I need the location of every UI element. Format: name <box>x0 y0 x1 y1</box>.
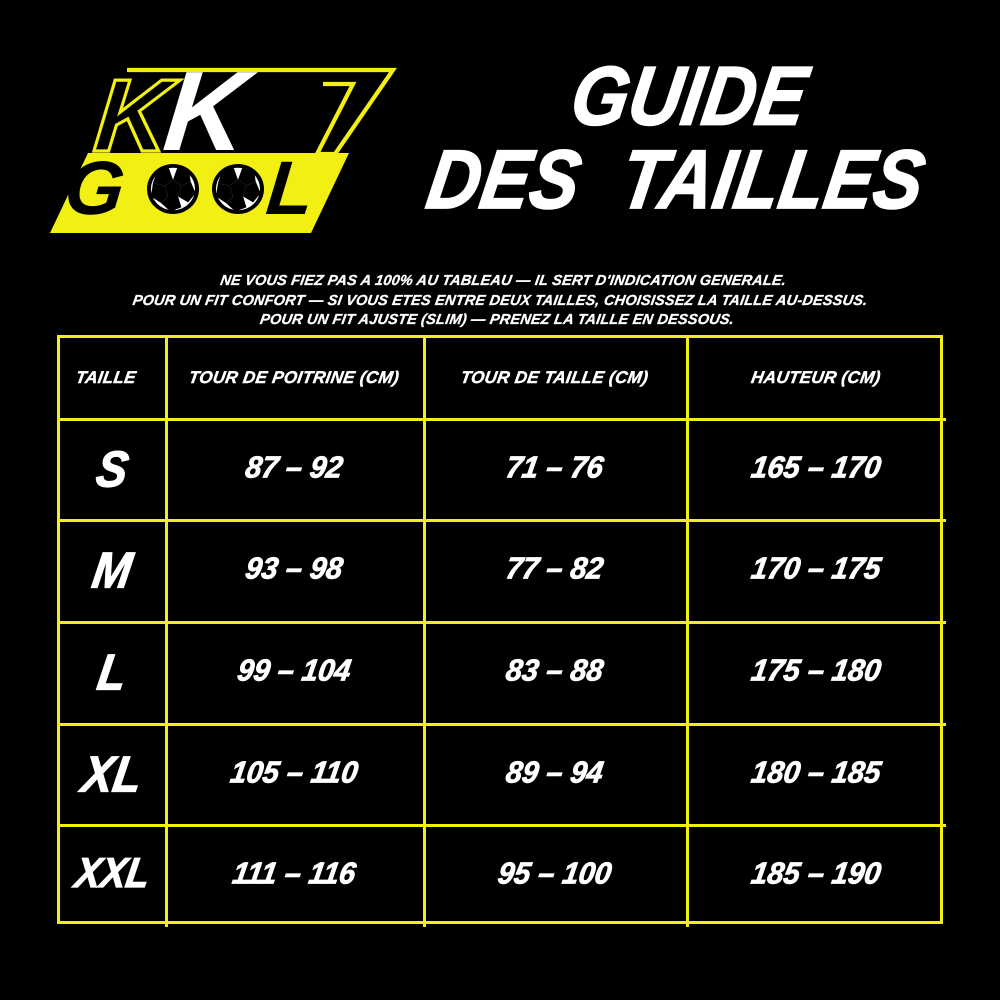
svg-text:L: L <box>263 146 318 231</box>
svg-text:G: G <box>61 146 129 231</box>
